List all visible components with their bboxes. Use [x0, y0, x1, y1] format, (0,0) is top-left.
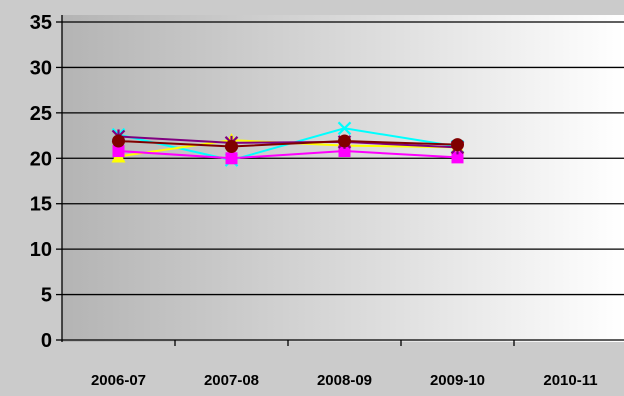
x-tick-label: 2009-10: [430, 372, 485, 389]
x-tick-label: 2008-09: [317, 372, 372, 389]
x-tick-label: 2010-11: [543, 372, 597, 389]
y-tick-label: 0: [41, 330, 52, 352]
data-point: [225, 139, 238, 153]
y-tick-label: 20: [30, 148, 52, 170]
data-point: [112, 134, 125, 148]
x-tick-label: 2006-07: [91, 372, 146, 389]
y-tick-label: 5: [41, 285, 52, 307]
series-line: [118, 140, 458, 148]
axes: 0 5 10 15 20 25 30 35 2006-07 2007-08 2008-09 2009-…: [30, 12, 598, 389]
data-point: [338, 145, 351, 158]
x-tick-label: 2007-08: [204, 372, 259, 389]
y-tick-label: 15: [30, 194, 52, 216]
series-line: [118, 150, 458, 160]
data-point: [337, 121, 352, 136]
data-point: [112, 145, 125, 158]
series-line: [118, 135, 458, 149]
data-point: [451, 151, 464, 164]
series-layer: [111, 121, 465, 167]
plot-area: [62, 15, 624, 342]
y-tick-label: 10: [30, 239, 52, 261]
y-tick-label: 30: [30, 57, 52, 79]
gridlines: [62, 21, 624, 341]
series-2: [112, 145, 464, 165]
y-tick-label: 25: [30, 103, 52, 125]
y-tick-label: 35: [30, 12, 52, 34]
data-point: [451, 138, 464, 152]
data-point: [338, 134, 351, 148]
series-4: [112, 134, 464, 153]
data-point: [225, 152, 238, 165]
